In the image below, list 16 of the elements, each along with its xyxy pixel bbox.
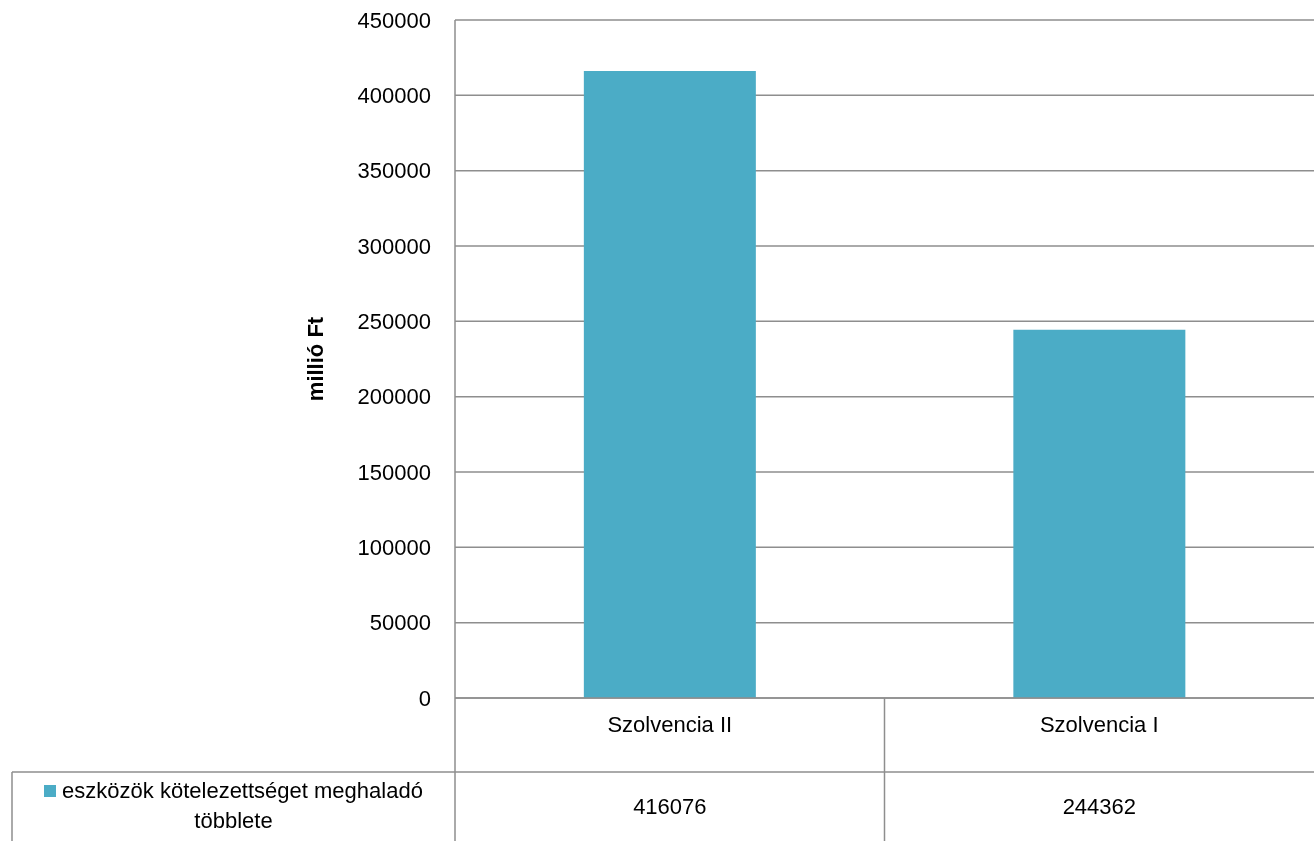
y-tick-label: 300000 — [357, 233, 431, 259]
y-tick-label: 250000 — [357, 309, 431, 335]
legend-label: eszközök kötelezettséget meghaladó többlete — [61, 777, 424, 835]
y-tick-label: 350000 — [357, 158, 431, 184]
y-tick-label: 200000 — [357, 384, 431, 410]
y-tick-label: 150000 — [357, 459, 431, 485]
y-tick-label: 50000 — [369, 610, 431, 636]
data-label: 244362 — [1062, 794, 1137, 819]
y-tick-label: 450000 — [357, 7, 431, 33]
y-axis-title: millió Ft — [302, 316, 328, 402]
data-label: 416076 — [633, 794, 707, 819]
y-tick-label: 100000 — [357, 535, 431, 561]
y-tick-label: 0 — [418, 685, 431, 711]
x-tick-label: Szolvencia II — [607, 711, 733, 737]
x-tick-label: Szolvencia I — [1039, 711, 1159, 737]
y-tick-label: 400000 — [357, 83, 431, 109]
